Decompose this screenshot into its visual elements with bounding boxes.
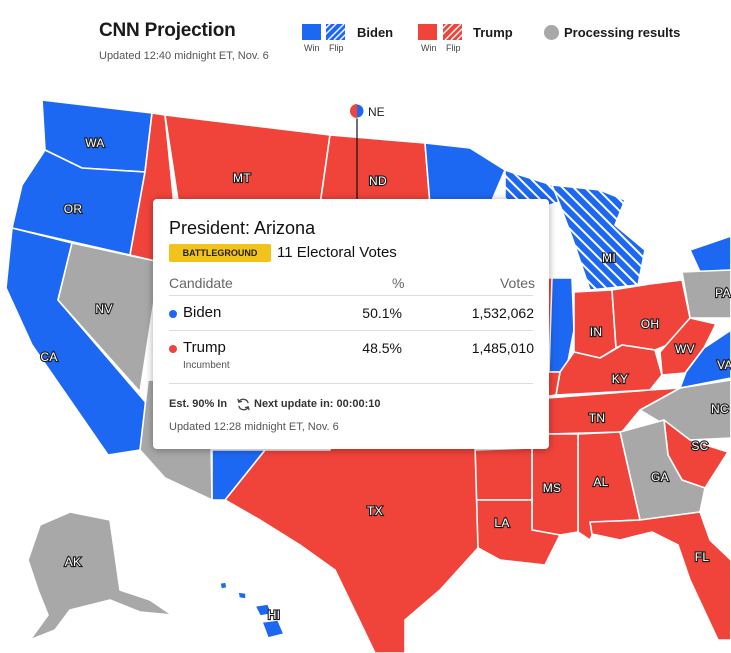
divider: [169, 295, 533, 296]
legend-trump-label: Trump: [473, 25, 513, 40]
label-nv: NV: [95, 302, 112, 316]
state-tx[interactable]: [224, 424, 479, 653]
label-oh: OH: [641, 317, 660, 331]
legend-trump-flip-label: Flip: [446, 43, 461, 53]
label-in: IN: [590, 325, 603, 339]
label-fl: FL: [695, 550, 710, 564]
electoral-votes: 11 Electoral Votes: [277, 244, 397, 261]
candidate-votes: 1,485,010: [471, 340, 534, 356]
state-ky[interactable]: [555, 344, 663, 396]
biden-win-swatch: [302, 24, 321, 40]
label-ms: MS: [543, 481, 562, 495]
battleground-badge: BATTLEGROUND: [169, 244, 271, 262]
state-ar-area[interactable]: [474, 447, 533, 501]
page-title: CNN Projection: [99, 20, 236, 41]
label-ne: NE: [368, 105, 385, 119]
label-mt: MT: [233, 171, 251, 185]
state-nd[interactable]: [319, 134, 431, 206]
processing-swatch: [544, 25, 559, 40]
label-or: OR: [64, 202, 83, 216]
next-update: Next update in: 00:00:10: [254, 398, 381, 410]
state-ny[interactable]: [689, 235, 731, 273]
divider: [169, 383, 533, 384]
label-ca: CA: [40, 350, 57, 364]
biden-dot: [169, 310, 177, 318]
state-mi[interactable]: [551, 184, 646, 291]
label-tx: TX: [367, 504, 383, 518]
divider: [169, 330, 533, 331]
state-in[interactable]: [573, 289, 617, 359]
label-sc: SC: [691, 439, 708, 453]
state-la[interactable]: [474, 499, 561, 566]
legend-processing-label: Processing results: [564, 25, 681, 40]
legend-biden-label: Biden: [357, 25, 394, 40]
trump-flip-swatch: [443, 24, 462, 40]
state-results-popup: President: Arizona BATTLEGROUND 11 Elect…: [153, 199, 549, 449]
label-ga: GA: [651, 470, 669, 484]
state-hi[interactable]: [219, 581, 285, 639]
label-tn: TN: [589, 411, 606, 425]
state-mn[interactable]: [424, 142, 506, 206]
map-header: CNN Projection Updated 12:40 midnight ET…: [0, 0, 731, 80]
legend-biden-win-label: Win: [304, 43, 320, 53]
legend-biden-flip-label: Flip: [329, 43, 344, 53]
state-ak[interactable]: [27, 511, 173, 641]
col-header-candidate: Candidate: [169, 275, 233, 291]
label-ky: KY: [612, 372, 629, 386]
candidate-pct: 48.5%: [362, 340, 402, 356]
candidate-name: Trump: [183, 339, 226, 356]
candidate-pct: 50.1%: [362, 305, 402, 321]
label-hi: HI: [268, 608, 281, 622]
label-nc: NC: [711, 402, 729, 416]
candidate-votes: 1,532,062: [471, 305, 534, 321]
trump-win-swatch: [418, 24, 437, 40]
ne-split-marker-red: [350, 104, 357, 118]
label-la: LA: [494, 516, 509, 530]
state-fl[interactable]: [589, 511, 731, 641]
popup-updated-timestamp: Updated 12:28 midnight ET, Nov. 6: [169, 421, 339, 433]
label-ak: AK: [65, 555, 82, 569]
label-wa: WA: [85, 136, 105, 150]
state-va[interactable]: [679, 329, 731, 389]
label-mi: MI: [602, 251, 616, 265]
state-mt[interactable]: [164, 114, 331, 206]
refresh-icon: [237, 398, 250, 411]
label-nd: ND: [369, 174, 387, 188]
biden-flip-swatch: [326, 24, 345, 40]
updated-timestamp: Updated 12:40 midnight ET, Nov. 6: [99, 50, 269, 62]
label-pa: PA: [715, 286, 731, 300]
popup-title: President: Arizona: [169, 218, 316, 238]
candidate-name: Biden: [183, 304, 222, 321]
us-election-map: WA OR CA NV MT ND NE MI PA IN OH WV VA K…: [5, 99, 731, 653]
label-wv: WV: [675, 342, 695, 356]
incumbent-note: Incumbent: [183, 360, 230, 371]
col-header-pct: %: [392, 275, 405, 291]
col-header-votes: Votes: [499, 275, 535, 291]
trump-dot: [169, 345, 177, 353]
label-va: VA: [717, 358, 731, 372]
label-al: AL: [593, 475, 608, 489]
legend-trump-win-label: Win: [421, 43, 437, 53]
estimated-in: Est. 90% In: [169, 398, 228, 410]
